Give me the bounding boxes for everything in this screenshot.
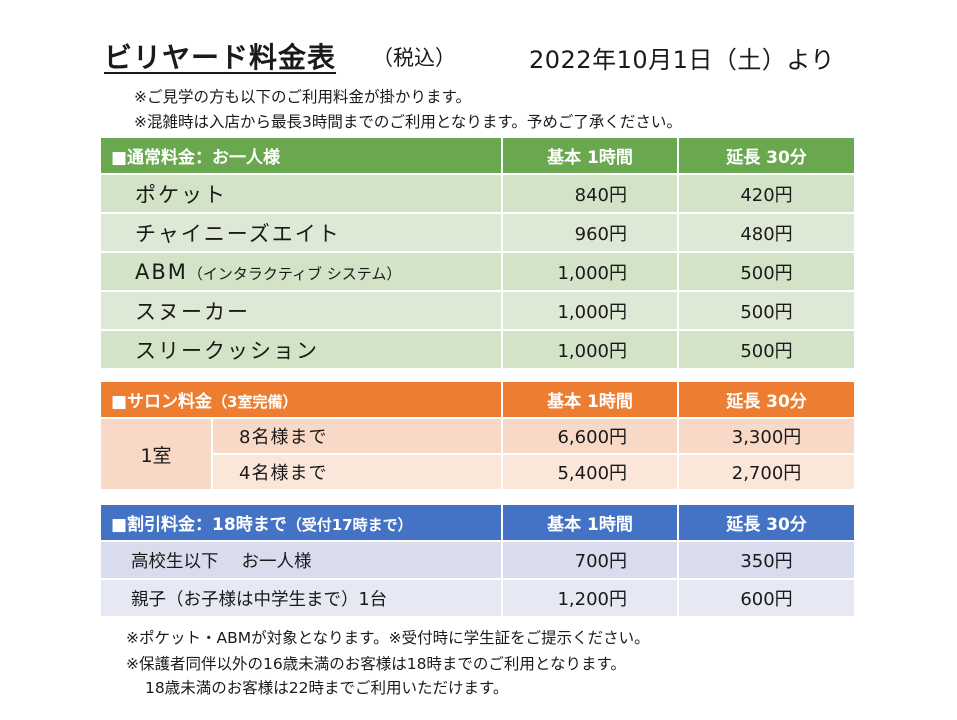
table-ext-cell: 600円 [679, 580, 856, 618]
table-row: 4名様まで 5,400円 2,700円 [101, 455, 857, 491]
table-row: ポケット 840円 420円 [101, 175, 856, 214]
table-name-suffix: （インタラクティブ システム） [187, 264, 402, 283]
table-name-cell: ポケット [101, 175, 503, 214]
note-bottom-3: 18歳未満のお客様は22時までご利用いただけます。 [145, 679, 509, 697]
salon-price-table: ■サロン料金（3室完備） 基本 1時間 延長 30分 1室 8名様まで 6,60… [101, 382, 857, 491]
table-row: 親子（お子様は中学生まで）1台 1,200円 600円 [101, 580, 856, 618]
table-name-cell: チャイニーズエイト [101, 214, 503, 253]
table-basic-cell: 1,000円 [503, 331, 679, 370]
table-row: スヌーカー 1,000円 500円 [101, 292, 856, 331]
effective-date: 2022年10月1日（土）より [529, 46, 835, 74]
table-name-cell: スリークッション [101, 331, 503, 370]
table-ext-cell: 3,300円 [679, 419, 857, 455]
col-ext-header: 延長 30分 [679, 382, 857, 419]
table-ext-cell: 500円 [679, 253, 856, 292]
table-name-label: スヌーカー [135, 299, 250, 324]
table-name-cell: 8名様まで [213, 419, 504, 455]
table-name-cell: ABM（インタラクティブ システム） [101, 253, 503, 292]
table-header: ■サロン料金（3室完備） 基本 1時間 延長 30分 [101, 382, 857, 419]
table-name-label: ポケット [135, 182, 227, 207]
table-basic-cell: 1,000円 [503, 253, 679, 292]
col-basic-header: 基本 1時間 [503, 505, 679, 542]
discount-heading-label: ■割引料金：18時まで [111, 515, 287, 535]
table-basic-cell: 1,000円 [503, 292, 679, 331]
table-row: ABM（インタラクティブ システム） 1,000円 500円 [101, 253, 856, 292]
page-title: ビリヤード料金表 [104, 41, 337, 74]
table-basic-cell: 5,400円 [503, 455, 680, 491]
table-ext-cell: 500円 [679, 292, 856, 331]
table-row: 1室 8名様まで 6,600円 3,300円 [101, 419, 857, 491]
discount-heading-sub: （受付17時まで） [286, 516, 413, 534]
col-ext-header: 延長 30分 [679, 138, 856, 175]
table-basic-cell: 960円 [503, 214, 679, 253]
table-name-cell: スヌーカー [101, 292, 503, 331]
note-top-1: ※ご見学の方も以下のご利用料金が掛かります。 [134, 88, 471, 106]
regular-heading: ■通常料金：お一人様 [101, 138, 503, 175]
regular-price-table: ■通常料金：お一人様 基本 1時間 延長 30分 ポケット 840円 420円 … [101, 138, 856, 370]
table-basic-cell: 840円 [503, 175, 679, 214]
table-name-label: スリークッション [135, 338, 319, 363]
table-row: スリークッション 1,000円 500円 [101, 331, 856, 370]
table-name-label: チャイニーズエイト [135, 221, 341, 246]
col-basic-header: 基本 1時間 [503, 382, 680, 419]
table-header: ■通常料金：お一人様 基本 1時間 延長 30分 [101, 138, 856, 175]
tax-note: （税込） [372, 46, 456, 70]
note-bottom-2: ※保護者同伴以外の16歳未満のお客様は18時までのご利用となります。 [126, 655, 626, 673]
discount-price-table: ■割引料金：18時まで（受付17時まで） 基本 1時間 延長 30分 高校生以下… [101, 505, 856, 618]
table-name-cell: 高校生以下 お一人様 [101, 542, 503, 580]
table-name-cell: 親子（お子様は中学生まで）1台 [101, 580, 503, 618]
table-basic-cell: 700円 [503, 542, 679, 580]
salon-heading-sub: （3室完備） [212, 393, 298, 411]
table-ext-cell: 2,700円 [679, 455, 857, 491]
table-ext-cell: 480円 [679, 214, 856, 253]
note-bottom-1: ※ポケット・ABMが対象となります。※受付時に学生証をご提示ください。 [126, 629, 650, 647]
table-row: 高校生以下 お一人様 700円 350円 [101, 542, 856, 580]
title-row: ビリヤード料金表 （税込） 2022年10月1日（土）より [104, 36, 864, 76]
table-name-label: ABM [135, 259, 188, 284]
table-ext-cell: 500円 [679, 331, 856, 370]
table-basic-cell: 1,200円 [503, 580, 679, 618]
table-header: ■割引料金：18時まで（受付17時まで） 基本 1時間 延長 30分 [101, 505, 856, 542]
salon-heading: ■サロン料金（3室完備） [101, 382, 504, 419]
col-ext-header: 延長 30分 [679, 505, 856, 542]
table-basic-cell: 6,600円 [503, 419, 680, 455]
room-count-cell: 1室 [101, 419, 213, 491]
table-ext-cell: 420円 [679, 175, 856, 214]
note-top-2: ※混雑時は入店から最長3時間までのご利用となります。予めご了承ください。 [134, 113, 682, 131]
col-basic-header: 基本 1時間 [503, 138, 679, 175]
table-ext-cell: 350円 [679, 542, 856, 580]
table-name-cell: 4名様まで [213, 455, 504, 491]
salon-heading-label: ■サロン料金 [111, 392, 213, 412]
table-row: チャイニーズエイト 960円 480円 [101, 214, 856, 253]
discount-heading: ■割引料金：18時まで（受付17時まで） [101, 505, 503, 542]
